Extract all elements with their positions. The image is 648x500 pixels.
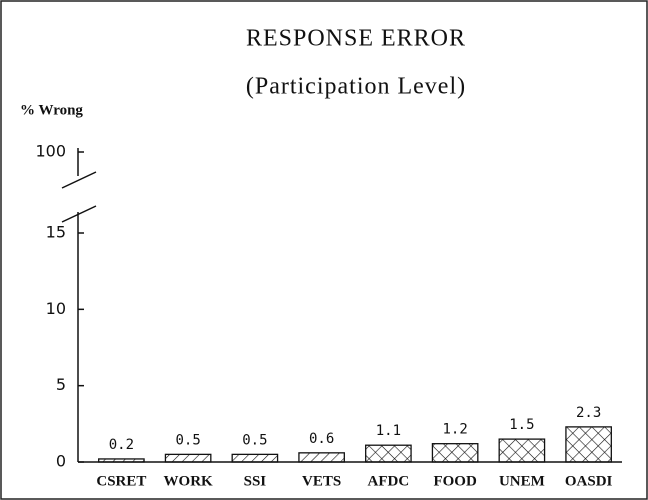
x-tick-label: CSRET bbox=[96, 473, 146, 489]
y-tick-label: 100 bbox=[35, 142, 66, 161]
chart-title: RESPONSE ERROR bbox=[246, 26, 466, 52]
value-label: 0.5 bbox=[242, 432, 267, 448]
value-label: 1.1 bbox=[376, 423, 401, 439]
value-label: 0.2 bbox=[109, 437, 134, 453]
y-tick-label: 0 bbox=[56, 452, 66, 471]
bar bbox=[164, 453, 212, 463]
y-axis-label: % Wrong bbox=[20, 102, 83, 118]
y-tick-label: 5 bbox=[56, 375, 66, 394]
bar bbox=[98, 458, 145, 463]
x-tick-label: AFDC bbox=[368, 473, 410, 489]
x-tick-label: UNEM bbox=[499, 473, 545, 489]
y-tick-label: 10 bbox=[46, 299, 66, 318]
axis-break bbox=[61, 171, 97, 189]
x-tick-label: WORK bbox=[164, 473, 214, 489]
value-label: 2.3 bbox=[576, 405, 601, 421]
x-tick-label: SSI bbox=[244, 473, 267, 489]
value-label: 1.2 bbox=[442, 422, 467, 438]
bar bbox=[565, 426, 612, 463]
bar bbox=[498, 438, 546, 463]
x-tick-label: FOOD bbox=[433, 473, 476, 489]
value-label: 0.5 bbox=[175, 432, 200, 448]
y-tick-label: 15 bbox=[46, 223, 66, 242]
bar bbox=[231, 453, 279, 463]
value-label: 0.6 bbox=[309, 431, 334, 447]
bar bbox=[298, 452, 345, 463]
value-label: 1.5 bbox=[509, 417, 534, 433]
axis-break bbox=[61, 205, 97, 223]
bar bbox=[431, 443, 479, 463]
x-tick-label: OASDI bbox=[565, 473, 613, 489]
bar bbox=[365, 444, 412, 463]
x-tick-label: VETS bbox=[302, 473, 341, 489]
chart-subtitle: (Participation Level) bbox=[246, 74, 466, 100]
